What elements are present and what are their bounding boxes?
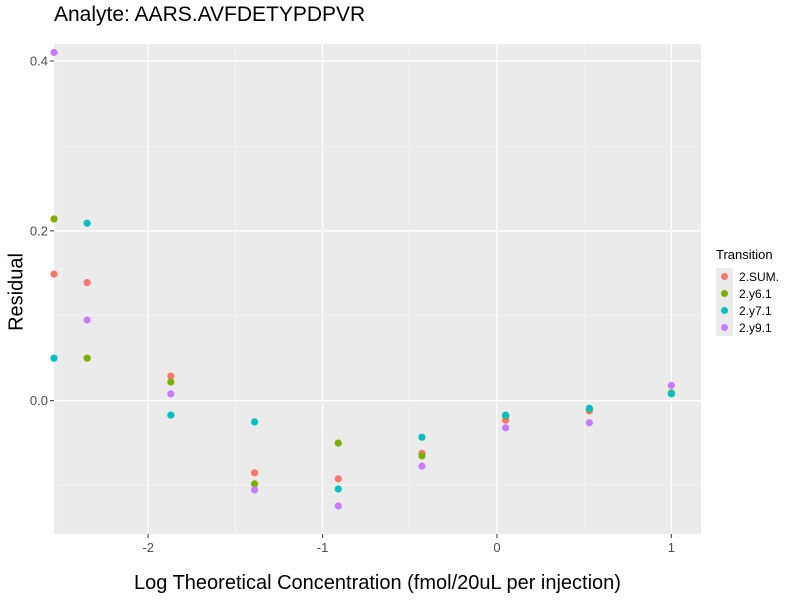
legend-item: 2.y7.1 [716, 302, 779, 319]
legend-item: 2.y6.1 [716, 285, 779, 302]
data-point [418, 433, 426, 441]
data-point [250, 469, 259, 477]
data-point [83, 316, 91, 324]
data-points [50, 48, 675, 510]
y-tick-label: 0.0 [30, 393, 48, 408]
legend: Transition 2.SUM. 2.y6.1 2.y7.1 2.y9.1 [716, 247, 779, 336]
y-axis-title: Residual [5, 253, 28, 331]
legend-dot-icon [721, 307, 728, 314]
data-point [83, 219, 91, 227]
x-axis-title: Log Theoretical Concentration (fmol/20uL… [134, 572, 621, 594]
data-point [250, 418, 259, 426]
major-gridlines [54, 44, 701, 534]
data-point [83, 279, 91, 287]
legend-dot-icon [721, 273, 728, 280]
data-point [334, 502, 342, 510]
data-point [667, 381, 675, 389]
legend-label: 2.SUM. [739, 269, 780, 284]
legend-title: Transition [716, 247, 773, 262]
data-point [167, 372, 175, 380]
chart-title: Analyte: AARS.AVFDETYPDPVR [54, 3, 366, 26]
data-point [167, 378, 175, 386]
data-point [418, 452, 426, 460]
legend-dot-icon [721, 290, 728, 297]
data-point [585, 419, 593, 427]
plot-panel [54, 44, 701, 534]
data-point [250, 486, 259, 494]
data-point [502, 411, 510, 419]
legend-key [716, 302, 733, 319]
data-point [334, 475, 342, 483]
data-point [167, 411, 175, 419]
x-tick-label: 1 [668, 540, 675, 555]
data-point [50, 48, 58, 57]
y-tick-label: 0.4 [30, 53, 48, 68]
x-tick-label: -1 [317, 540, 329, 555]
data-point [250, 480, 259, 488]
axis-tick-labels: -2 -1 0 1 0.0 0.2 0.4 [30, 53, 675, 555]
x-tick-label: -2 [142, 540, 154, 555]
data-point [418, 462, 426, 470]
x-tick-label: 0 [493, 540, 500, 555]
y-tick-label: 0.2 [30, 223, 48, 238]
legend-key [716, 319, 733, 336]
data-point [50, 270, 58, 278]
data-point [334, 439, 342, 447]
data-point [502, 424, 510, 432]
minor-gridlines [54, 44, 701, 534]
legend-item: 2.y9.1 [716, 319, 779, 336]
data-point [50, 215, 58, 223]
legend-label: 2.y6.1 [739, 286, 772, 301]
data-point [83, 354, 91, 362]
legend-key [716, 268, 733, 285]
data-point [167, 390, 175, 398]
legend-label: 2.y7.1 [739, 303, 772, 318]
legend-item: 2.SUM. [716, 268, 779, 285]
data-point [334, 485, 342, 493]
axis-ticks [50, 60, 672, 538]
legend-key [716, 285, 733, 302]
legend-dot-icon [721, 324, 728, 331]
data-point [50, 354, 58, 362]
legend-label: 2.y9.1 [739, 320, 772, 335]
data-point [585, 404, 593, 412]
data-point [667, 390, 675, 398]
